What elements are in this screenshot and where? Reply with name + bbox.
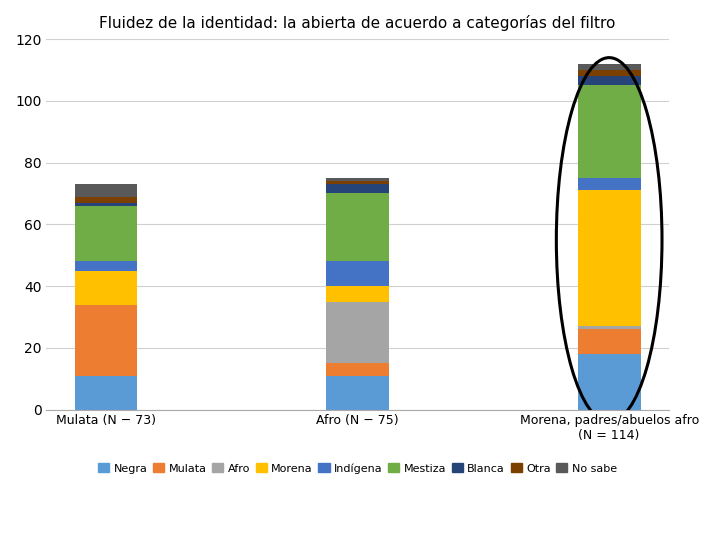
- Bar: [326, 193, 389, 261]
- Bar: [577, 326, 641, 329]
- Title: Fluidez de la identidad: la abierta de acuerdo a categorías del filtro: Fluidez de la identidad: la abierta de a…: [99, 15, 616, 31]
- Bar: [577, 191, 641, 326]
- Bar: [75, 305, 138, 376]
- Bar: [577, 85, 641, 178]
- Bar: [326, 181, 389, 184]
- Bar: [577, 70, 641, 76]
- Bar: [75, 202, 138, 206]
- Bar: [577, 354, 641, 410]
- Bar: [577, 76, 641, 85]
- Bar: [75, 206, 138, 261]
- Bar: [326, 184, 389, 193]
- Bar: [75, 184, 138, 197]
- Bar: [326, 376, 389, 410]
- Bar: [75, 197, 138, 202]
- Bar: [326, 261, 389, 286]
- Bar: [326, 178, 389, 181]
- Bar: [577, 329, 641, 354]
- Bar: [75, 271, 138, 305]
- Bar: [75, 261, 138, 271]
- Bar: [326, 286, 389, 301]
- Bar: [326, 301, 389, 363]
- Bar: [75, 376, 138, 410]
- Legend: Negra, Mulata, Afro, Morena, Indígena, Mestiza, Blanca, Otra, No sabe: Negra, Mulata, Afro, Morena, Indígena, M…: [94, 459, 621, 478]
- Bar: [326, 363, 389, 376]
- Bar: [577, 178, 641, 191]
- Bar: [577, 64, 641, 70]
